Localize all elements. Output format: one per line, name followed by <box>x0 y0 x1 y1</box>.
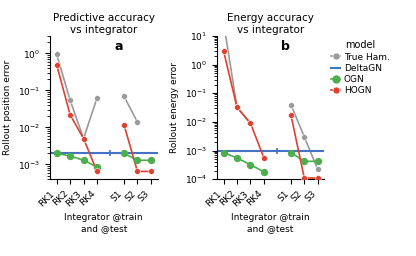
Text: b: b <box>281 40 290 53</box>
Point <box>301 176 307 180</box>
Y-axis label: Rollout energy error: Rollout energy error <box>170 62 179 153</box>
Title: Energy accuracy
vs integrator: Energy accuracy vs integrator <box>227 14 314 35</box>
Point <box>220 20 227 24</box>
Title: Predictive accuracy
vs integrator: Predictive accuracy vs integrator <box>53 14 155 35</box>
Point <box>148 158 154 162</box>
Point <box>287 151 294 155</box>
Point <box>67 98 74 102</box>
Point <box>301 135 307 139</box>
Point <box>301 159 307 163</box>
Text: a: a <box>114 40 123 53</box>
Point <box>247 121 254 125</box>
Point <box>148 169 154 174</box>
Point <box>134 158 141 162</box>
Point <box>134 169 141 174</box>
Y-axis label: Rollout position error: Rollout position error <box>3 60 12 155</box>
Point <box>234 105 240 109</box>
Point <box>247 121 254 125</box>
Point <box>314 167 321 172</box>
Point <box>94 96 100 100</box>
Point <box>80 136 87 141</box>
X-axis label: Integrator @train
and @test: Integrator @train and @test <box>231 214 310 233</box>
Point <box>314 159 321 163</box>
Point <box>80 136 87 141</box>
Point <box>121 94 127 98</box>
Point <box>234 105 240 109</box>
Point <box>67 154 74 158</box>
Point <box>121 123 127 127</box>
Point <box>53 151 60 155</box>
Point <box>260 170 267 174</box>
Point <box>247 163 254 167</box>
Point <box>67 113 74 117</box>
Point <box>314 176 321 180</box>
Legend: True Ham., DeltaGN, OGN, HOGN: True Ham., DeltaGN, OGN, HOGN <box>331 40 390 95</box>
Point <box>260 156 267 160</box>
X-axis label: Integrator @train
and @test: Integrator @train and @test <box>64 214 143 233</box>
Point <box>287 112 294 116</box>
Point <box>220 151 227 155</box>
Point <box>53 62 60 67</box>
Point <box>80 158 87 162</box>
Point <box>53 52 60 56</box>
Point <box>220 49 227 53</box>
Point <box>134 120 141 124</box>
Point <box>121 151 127 155</box>
Point <box>94 169 100 174</box>
Point <box>234 156 240 160</box>
Point <box>94 165 100 169</box>
Point <box>287 103 294 107</box>
